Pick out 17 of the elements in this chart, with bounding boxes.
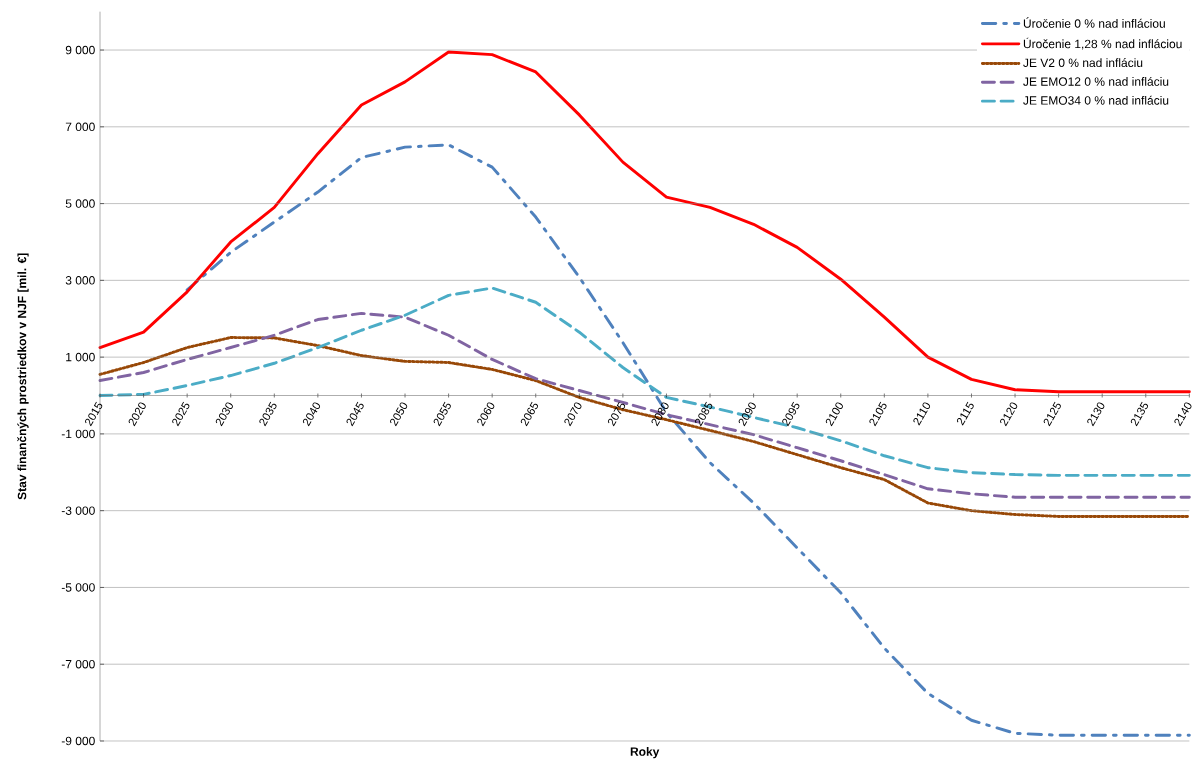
y-tick-label: -3 000 xyxy=(61,506,95,515)
y-tick-label: -5 000 xyxy=(61,583,95,592)
y-axis-title: Stav finančných prostriedkov v NJF [mil. €] xyxy=(17,253,29,500)
legend-label: JE EMO12 0 % nad infláciu xyxy=(1023,76,1169,86)
legend-label: Úročenie 0 % nad infláciou xyxy=(1023,17,1165,28)
y-tick-label: 1 000 xyxy=(66,352,95,362)
y-tick-label: 5 000 xyxy=(65,199,95,208)
legend-label: JE EMO34 0 % nad infláciu xyxy=(1023,95,1169,105)
y-tick-label: 9 000 xyxy=(65,45,95,55)
y-tick-label: 3 000 xyxy=(65,276,95,285)
y-tick-label: -1 000 xyxy=(61,429,95,439)
y-tick-label: -9 000 xyxy=(61,736,95,746)
y-tick-label: -7 000 xyxy=(61,659,95,669)
legend-label: Úročenie 1,28 % nad infláciou xyxy=(1023,37,1182,50)
legend-label: JE V2 0 % nad infláciu xyxy=(1023,58,1143,68)
y-tick-label: 7 000 xyxy=(65,122,95,132)
x-axis-title: Roky xyxy=(630,747,660,759)
